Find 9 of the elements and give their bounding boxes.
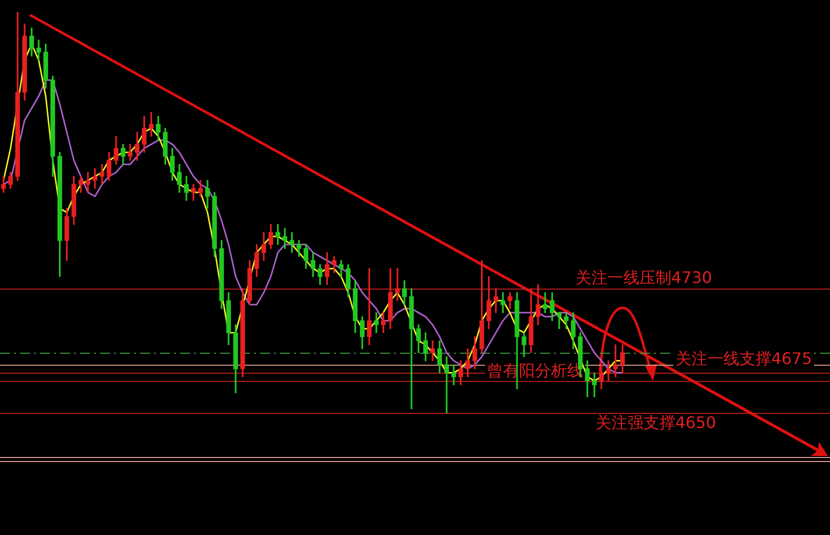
- candlestick: [100, 164, 104, 185]
- ref-line-label: 关注一线支撑4675: [675, 348, 812, 368]
- candlestick: [92, 168, 98, 189]
- candlestick: [86, 172, 90, 193]
- candlestick: [613, 344, 618, 378]
- candlestick: [606, 360, 611, 382]
- candlestick: [500, 292, 506, 313]
- ref-line-label: 关注强支撑4650: [595, 413, 716, 432]
- ref-line-label: 关注一线压制4730: [575, 268, 712, 287]
